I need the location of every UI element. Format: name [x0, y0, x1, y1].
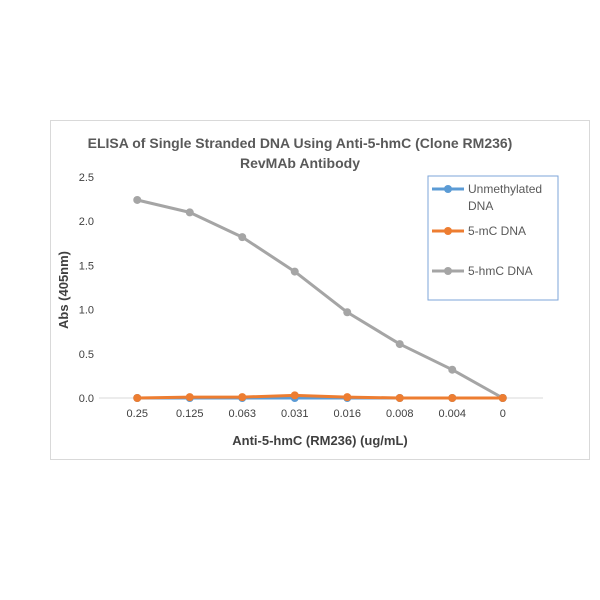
x-tick-label: 0.008 [386, 408, 414, 420]
legend-label: 5-hmC DNA [468, 264, 533, 278]
legend-label: DNA [468, 199, 493, 213]
legend-swatch-marker [444, 185, 452, 193]
data-point [290, 267, 299, 276]
series-line [136, 198, 504, 400]
legend: Unmethylated DNA 5-mC DNA 5-hmC DNA [427, 175, 559, 301]
x-tick-label: 0.063 [228, 408, 256, 420]
y-tick-label: 1.0 [79, 305, 94, 317]
y-tick-label: 0.0 [79, 393, 94, 405]
data-point [290, 391, 299, 400]
data-point [498, 394, 507, 402]
x-tick-label: 0.031 [281, 408, 309, 420]
x-axis-title: Anti-5-hmC (RM236) (ug/mL) [232, 433, 408, 448]
x-tick-label: 0 [500, 408, 506, 420]
data-point [133, 394, 142, 402]
x-tick-label: 0.016 [333, 408, 361, 420]
legend-swatch-marker [444, 227, 452, 235]
y-tick-label: 2.5 [79, 172, 94, 184]
legend-swatch-marker [444, 267, 452, 275]
data-point [448, 365, 457, 374]
data-point [185, 208, 194, 217]
legend-label: 5-mC DNA [468, 224, 526, 238]
legend-box [427, 175, 559, 301]
x-tick-label: 0.125 [176, 408, 204, 420]
data-point [395, 340, 404, 349]
data-point [133, 195, 142, 204]
data-point [185, 393, 194, 402]
chart-title-line: RevMAb Antibody [240, 155, 360, 171]
data-point [343, 308, 352, 317]
data-point [238, 233, 247, 242]
data-point [395, 394, 404, 402]
data-point [343, 393, 352, 402]
chart-title: ELISA of Single Stranded DNA Using Anti-… [88, 135, 513, 171]
chart-title-line: ELISA of Single Stranded DNA Using Anti-… [88, 135, 513, 151]
x-tick-label: 0.25 [127, 408, 148, 420]
data-point [448, 394, 457, 402]
legend-label: Unmethylated [468, 182, 542, 196]
x-tick-label: 0.004 [438, 408, 466, 420]
series [133, 195, 507, 402]
y-tick-label: 0.5 [79, 349, 94, 361]
y-axis-title: Abs (405nm) [56, 251, 71, 329]
data-point [238, 393, 247, 402]
y-tick-label: 2.0 [79, 216, 94, 228]
series-line [137, 393, 503, 400]
y-tick-label: 1.5 [79, 260, 94, 272]
